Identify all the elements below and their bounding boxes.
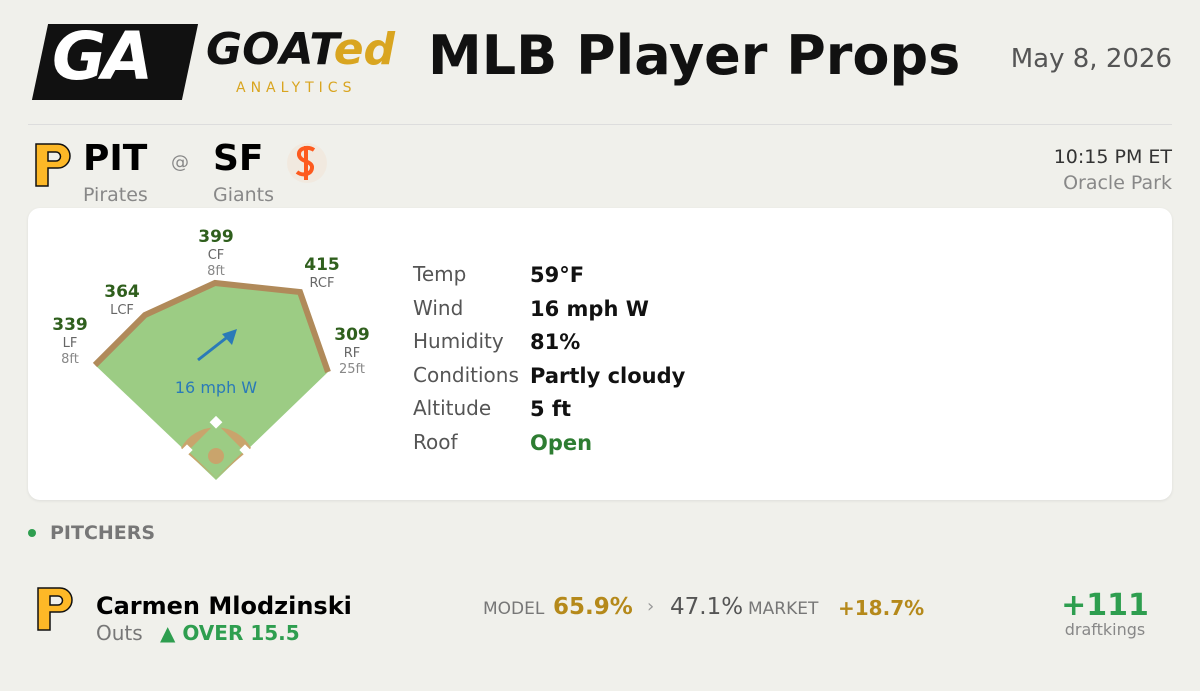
weather-label: Roof [413, 429, 458, 454]
weather-value: 81% [530, 330, 581, 354]
logo-main: GOAT [206, 24, 334, 75]
fence-distance: 309 [334, 325, 370, 345]
logo-sub: ANALYTICS [236, 80, 357, 96]
fence-distance: 339 [52, 315, 88, 335]
fence-height: 8ft [61, 352, 79, 367]
base [181, 444, 193, 456]
weather-label: Wind [413, 295, 464, 320]
venue: Oracle Park [1063, 172, 1172, 194]
weather-label: Temp [413, 262, 467, 286]
fence-height: 8ft [207, 264, 225, 279]
weather-value: Partly cloudy [530, 363, 686, 388]
fence-distance: 364 [104, 282, 140, 302]
fence-label: RF [344, 346, 361, 361]
fence-label: LF [63, 336, 78, 351]
logo-mark: GA [52, 18, 153, 95]
wind-label: 16 mph W [175, 378, 257, 397]
mound [208, 448, 224, 464]
home-name: Giants [213, 184, 275, 206]
fence-distance: 415 [304, 255, 340, 275]
base [239, 444, 251, 456]
weather-value: 59°F [530, 263, 585, 287]
fence [92, 279, 331, 373]
wind-arrow-head [222, 329, 237, 345]
pirates-logo [37, 587, 73, 631]
logo-p [37, 587, 73, 631]
model-prob: 65.9% [553, 594, 633, 620]
logo-accent: ed [333, 24, 396, 75]
weather-value: 5 ft [530, 397, 572, 421]
away-name: Pirates [83, 184, 148, 206]
weather-label: Humidity [413, 329, 504, 353]
at: @ [171, 152, 189, 173]
giants-logo [287, 143, 327, 183]
model-label: MODEL [483, 599, 545, 619]
home-abbr: SF [213, 138, 264, 179]
fence-label: RCF [310, 276, 335, 291]
sep: › [647, 596, 655, 617]
prop-market: Outs [96, 621, 143, 645]
fence-distance: 399 [198, 227, 234, 247]
game-time: 10:15 PM ET [1053, 146, 1172, 168]
section-title: PITCHERS [50, 522, 156, 544]
market-label: MARKET [748, 599, 819, 619]
weather-label: Conditions [413, 362, 519, 387]
section-dot [28, 529, 36, 537]
weather-label: Altitude [413, 396, 492, 420]
base [209, 415, 223, 429]
divider [28, 124, 1172, 125]
wind-arrow [197, 333, 231, 362]
outfield [95, 283, 328, 480]
weather-value: 16 mph W [530, 296, 649, 321]
player-name: Carmen Mlodzinski [96, 592, 352, 620]
logo-text: GOATed [206, 24, 395, 75]
fence-label: CF [208, 248, 225, 263]
away-abbr: PIT [83, 138, 148, 179]
fence-label: LCF [110, 303, 134, 318]
market-prob: 47.1% [670, 594, 744, 620]
logo-sf [295, 145, 316, 180]
date: May 8, 2026 [1010, 44, 1172, 74]
book: draftkings [1064, 620, 1146, 639]
weather-value: Open [530, 430, 593, 455]
pirates-logo [35, 143, 71, 187]
title: MLB Player Props [428, 24, 961, 87]
fence-height: 25ft [339, 362, 365, 377]
prop-pick: ▲ OVER 15.5 [160, 621, 300, 645]
logo-p [35, 143, 71, 187]
edge: +18.7% [838, 596, 925, 620]
odds: +111 [1061, 588, 1149, 623]
